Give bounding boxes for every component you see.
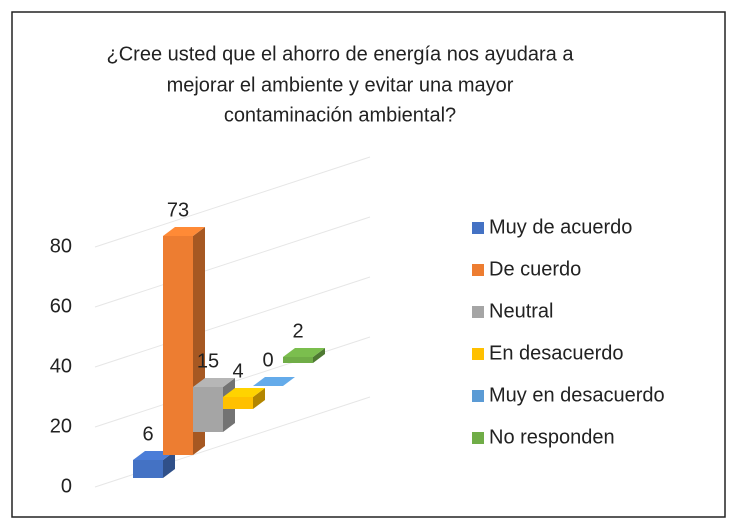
bar-side bbox=[313, 348, 325, 363]
legend-swatch bbox=[472, 390, 484, 402]
chart-title: mejorar el ambiente y evitar una mayor bbox=[167, 74, 514, 96]
data-label: 15 bbox=[197, 350, 219, 372]
bar-front bbox=[163, 236, 193, 455]
bar-top bbox=[283, 348, 325, 357]
legend-swatch bbox=[472, 222, 484, 234]
chart-border bbox=[11, 11, 726, 518]
bar-top bbox=[193, 378, 235, 387]
legend-label: No responden bbox=[489, 426, 615, 448]
legend-swatch bbox=[472, 348, 484, 360]
data-label: 4 bbox=[232, 360, 243, 382]
legend-label: Muy de acuerdo bbox=[489, 216, 632, 238]
legend-label: De cuerdo bbox=[489, 258, 581, 280]
data-label: 6 bbox=[142, 423, 153, 445]
y-tick-label: 0 bbox=[61, 475, 72, 497]
legend-label: Neutral bbox=[489, 300, 553, 322]
y-tick-label: 20 bbox=[50, 415, 72, 437]
legend-label: En desacuerdo bbox=[489, 342, 624, 364]
y-tick-label: 60 bbox=[50, 295, 72, 317]
bar-front bbox=[193, 387, 223, 432]
legend-swatch bbox=[472, 432, 484, 444]
chart-title: ¿Cree usted que el ahorro de energía nos… bbox=[107, 43, 575, 65]
legend-label: Muy en desacuerdo bbox=[489, 384, 665, 406]
y-tick-label: 80 bbox=[50, 235, 72, 257]
y-tick-label: 40 bbox=[50, 355, 72, 377]
grid-line bbox=[94, 156, 371, 248]
bar-top bbox=[253, 377, 295, 386]
grid-line bbox=[94, 276, 371, 368]
bar-side bbox=[253, 388, 265, 409]
bar-front bbox=[283, 357, 313, 363]
grid-line bbox=[94, 216, 371, 308]
bar-front bbox=[133, 460, 163, 478]
data-label: 0 bbox=[262, 349, 273, 371]
data-label: 2 bbox=[292, 320, 303, 342]
data-label: 73 bbox=[167, 199, 189, 221]
bar-front bbox=[223, 397, 253, 409]
bar-top bbox=[163, 227, 205, 236]
chart-title: contaminación ambiental? bbox=[224, 104, 456, 126]
legend-swatch bbox=[472, 264, 484, 276]
legend-swatch bbox=[472, 306, 484, 318]
bar-top bbox=[223, 388, 265, 397]
